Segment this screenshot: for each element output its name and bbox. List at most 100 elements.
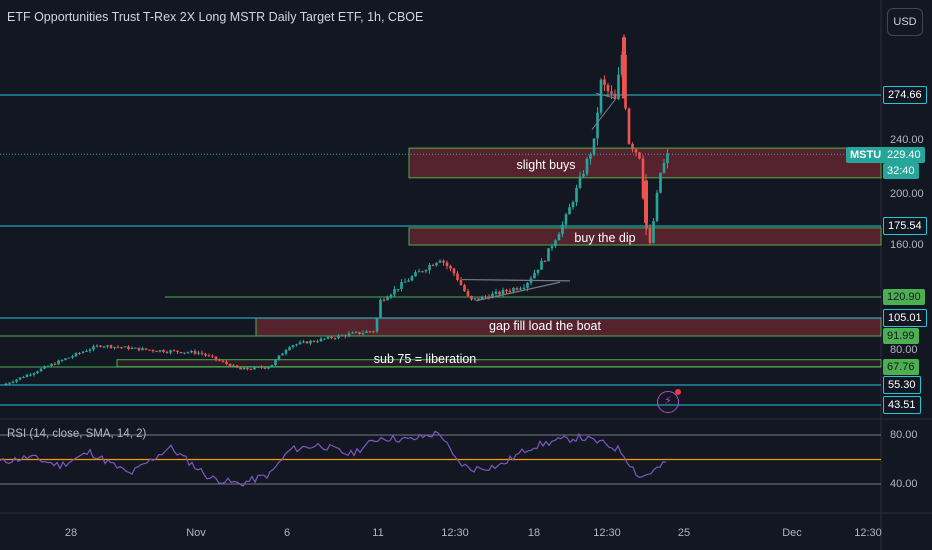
- candle-body: [186, 352, 190, 354]
- candle-body: [15, 379, 18, 382]
- candle-body: [365, 331, 368, 333]
- trendline-wedge-upper[interactable]: [595, 92, 617, 99]
- candle-body: [50, 363, 53, 366]
- candle-body: [183, 352, 186, 354]
- candle-body: [281, 353, 284, 356]
- candle-body: [452, 268, 456, 274]
- candle-body: [235, 365, 239, 368]
- candle-body: [81, 351, 85, 353]
- candle-body: [491, 293, 494, 299]
- candle-body: [501, 289, 505, 295]
- candle-body: [368, 331, 372, 333]
- candle-body: [109, 345, 113, 348]
- candle-body: [32, 373, 36, 375]
- trendline-resistance[interactable]: [461, 278, 571, 282]
- price-tag-105-01[interactable]: 105.01: [883, 309, 927, 327]
- candle-body: [414, 272, 417, 277]
- candle-body: [239, 367, 242, 370]
- annotation-gap-fill[interactable]: gap fill load the boat: [489, 319, 601, 333]
- candle-body: [8, 382, 11, 384]
- time-tick: 28: [64, 527, 78, 539]
- candle-body: [463, 285, 466, 292]
- candle-body: [557, 234, 561, 241]
- candle-body: [53, 363, 57, 365]
- annotation-slight-buys[interactable]: slight buys: [516, 158, 576, 172]
- currency-button[interactable]: USD: [887, 8, 923, 36]
- candle-body: [277, 355, 281, 360]
- candle-body: [400, 282, 403, 289]
- candle-body: [564, 214, 568, 225]
- candle-body: [284, 350, 288, 354]
- candle-body: [627, 108, 631, 144]
- candle-body: [561, 224, 564, 235]
- candle-body: [456, 273, 459, 281]
- candle-body: [165, 352, 169, 354]
- time-tick: 6: [283, 527, 291, 539]
- annotation-sub-75[interactable]: sub 75 = liberation: [373, 352, 477, 366]
- candle-body: [18, 377, 22, 380]
- candle-body: [39, 368, 43, 372]
- candle-body: [95, 345, 99, 347]
- candle-body-spike: [622, 37, 626, 99]
- zone-1[interactable]: [408, 227, 882, 246]
- candle-body: [74, 352, 78, 357]
- price-tag-43-51[interactable]: 43.51: [883, 396, 921, 414]
- candle-body: [613, 93, 617, 100]
- time-tick: 11: [372, 527, 384, 539]
- candle-body: [25, 374, 29, 378]
- candle-body: [162, 350, 165, 353]
- candle-body: [379, 299, 382, 318]
- candle-body: [263, 367, 267, 369]
- candle-body: [302, 341, 305, 343]
- candle-body: [88, 349, 92, 351]
- price-tag-175-54[interactable]: 175.54: [883, 217, 927, 235]
- price-tag-91-99[interactable]: 91.99: [883, 328, 919, 344]
- candle-body: [312, 340, 316, 342]
- lightning-alert-icon[interactable]: ⚡: [657, 389, 681, 413]
- current-price-tag[interactable]: 229.40: [883, 147, 925, 163]
- candle-body: [221, 360, 225, 362]
- rsi-tick-40: 40.00: [890, 478, 918, 490]
- candle-body: [638, 152, 641, 159]
- candle-body: [78, 352, 81, 354]
- candle-body: [46, 365, 50, 367]
- candle-body: [403, 281, 407, 283]
- candle-body: [617, 74, 620, 100]
- candle-body: [148, 349, 151, 351]
- candle-body: [382, 299, 386, 301]
- price-tag-120-90[interactable]: 120.90: [883, 289, 925, 305]
- candle-body: [298, 342, 302, 345]
- candle-body: [120, 347, 123, 349]
- price-tag-67-76[interactable]: 67.76: [883, 359, 919, 375]
- chart-title: ETF Opportunities Trust T-Rex 2X Long MS…: [7, 10, 424, 24]
- price-tick-80: 80.00: [890, 344, 918, 356]
- candle-body: [554, 240, 557, 247]
- candle-body: [305, 341, 309, 344]
- candle-body: [200, 352, 204, 354]
- candle-body: [214, 356, 218, 360]
- symbol-tag[interactable]: MSTU: [846, 147, 886, 163]
- candle-body: [330, 336, 333, 339]
- time-tick: 12:30: [441, 527, 469, 539]
- trendline-wedge-lower[interactable]: [591, 98, 617, 130]
- candle-body: [179, 351, 183, 354]
- candle-body: [351, 332, 354, 334]
- price-tag-55-30[interactable]: 55.30: [883, 376, 921, 394]
- candle-body: [197, 352, 200, 354]
- candle-body: [130, 347, 134, 349]
- candle-body: [333, 338, 337, 340]
- zone-3[interactable]: [116, 359, 882, 368]
- candle-body: [508, 291, 512, 293]
- candle-body: [316, 341, 319, 343]
- zone-0[interactable]: [408, 147, 882, 179]
- annotation-buy-the-dip[interactable]: buy the dip: [574, 231, 636, 245]
- candle-body: [655, 192, 659, 222]
- candle-body: [116, 346, 120, 348]
- candle-body: [526, 282, 529, 288]
- price-tag-274-66[interactable]: 274.66: [883, 86, 927, 104]
- candle-body: [417, 271, 421, 273]
- candle-body: [207, 355, 211, 357]
- time-tick: 25: [677, 527, 691, 539]
- trendline-support[interactable]: [475, 281, 561, 302]
